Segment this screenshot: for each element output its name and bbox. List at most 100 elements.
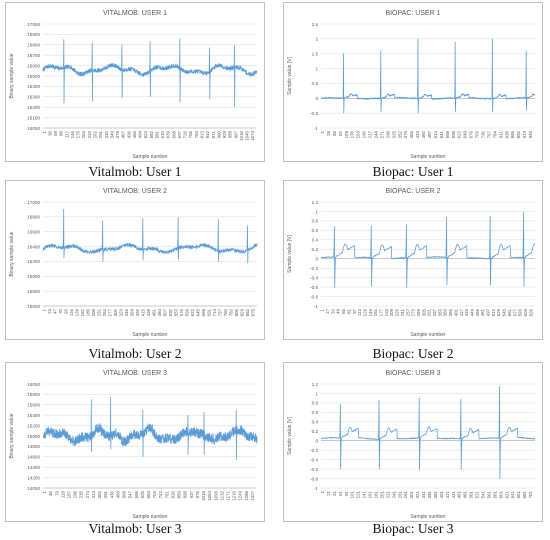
x-tick-label: 82 (338, 130, 343, 135)
x-tick-label: 392 (135, 308, 140, 316)
x-tick-label: 523 (143, 130, 148, 138)
y-tick-label: 17000 (27, 200, 40, 205)
y-tick-label: 1 (315, 66, 318, 71)
x-tick-label: 581 (492, 490, 497, 498)
y-tick-label: 16800 (27, 43, 40, 48)
y-tick-label: 15400 (27, 413, 40, 418)
x-tick-label: 1015 (201, 490, 206, 500)
y-tick-label: 16000 (27, 126, 40, 131)
x-tick-label: 484 (157, 308, 162, 316)
x-axis-label: Sample number (132, 154, 168, 160)
x-tick-label: 714 (212, 308, 217, 316)
x-tick-label: 645 (195, 308, 200, 316)
y-tick-label: -0.2 (310, 266, 318, 271)
y-tick-label: 0.8 (312, 219, 319, 224)
y-tick-label: -1 (314, 486, 319, 491)
y-tick-label: 16600 (27, 63, 40, 68)
y-tick-label: 0.2 (312, 429, 319, 434)
y-tick-label: 14200 (27, 475, 40, 480)
y-tick-label: 16600 (27, 230, 40, 235)
x-tick-label: 1249 (238, 490, 243, 500)
x-tick-label: 703 (152, 490, 157, 498)
x-tick-label: 871 (211, 130, 216, 138)
x-tick-label: 1 (320, 130, 325, 133)
caption-vitalmob-user1: Vitalmob: User 1 (88, 164, 182, 179)
x-tick-label: 273 (411, 308, 416, 316)
x-tick-label: 521 (475, 490, 480, 498)
x-tick-label: 175 (76, 130, 81, 138)
x-tick-label: 254 (102, 308, 107, 316)
x-tick-label: 441 (451, 490, 456, 498)
x-tick-label: 664 (146, 490, 151, 498)
x-tick-label: 217 (368, 130, 373, 138)
x-tick-label: 919 (522, 130, 527, 138)
x-tick-label: 742 (158, 490, 163, 498)
x-tick-label: 958 (228, 130, 233, 138)
x-tick-label: 121 (356, 490, 361, 498)
x-tick-label: 433 (464, 308, 469, 316)
series-line (42, 209, 258, 264)
x-tick-label: 586 (134, 490, 139, 498)
y-tick-label: 0.2 (312, 247, 319, 252)
x-tick-label: 244 (373, 130, 378, 138)
y-tick-label: 16000 (27, 382, 40, 387)
y-tick-label: 17000 (27, 22, 40, 27)
x-tick-label: 161 (368, 490, 373, 498)
x-tick-label: 487 (427, 130, 432, 138)
y-tick-label: -0.5 (310, 111, 318, 116)
x-tick-label: 41 (332, 490, 337, 495)
x-tick-label: 898 (183, 490, 188, 498)
chart-biopac-user3: BIOPAC: USER 3 1.2 1 0.8 0.6 0.4 0.2 0 -0.2 -0.4 -… (283, 362, 543, 522)
x-tick-label: 190 (362, 130, 367, 138)
y-tick-label: 15800 (27, 392, 40, 397)
x-tick-label: 88 (59, 130, 64, 135)
x-tick-label: 859 (177, 490, 182, 498)
x-tick-label: 784 (194, 130, 199, 138)
y-tick-label: -0.2 (310, 448, 318, 453)
x-tick-label: 241 (391, 490, 396, 498)
series-line (320, 212, 536, 289)
x-tick-label: 323 (119, 308, 124, 316)
x-tick-label: 281 (403, 490, 408, 498)
x-tick-label: 341 (421, 490, 426, 498)
y-tick-label: 16000 (27, 274, 40, 279)
chart-frame (5, 362, 265, 522)
y-tick-label: 16800 (27, 215, 40, 220)
x-tick-label: 1016 (239, 130, 244, 140)
x-tick-label: 576 (179, 308, 184, 316)
x-tick-label: 79 (54, 490, 59, 495)
x-tick-label: 161 (373, 308, 378, 316)
x-tick-label: 541 (439, 130, 444, 138)
x-tick-label: 497 (486, 308, 491, 316)
x-tick-label: 757 (486, 130, 491, 138)
y-tick-label: 1.5 (312, 52, 319, 57)
x-tick-label: 391 (103, 490, 108, 498)
x-tick-label: 668 (201, 308, 206, 316)
x-tick-label: 806 (234, 308, 239, 316)
y-tick-label: 0.8 (312, 401, 319, 406)
x-tick-label: 783 (228, 308, 233, 316)
x-tick-label: 30 (47, 130, 52, 135)
y-axis-label: Sample value [V] (287, 234, 293, 272)
x-tick-label: 55 (332, 130, 337, 135)
x-tick-label: 593 (518, 308, 523, 316)
x-tick-label: 668 (171, 130, 176, 138)
chart-title: BIOPAC: USER 3 (385, 370, 440, 377)
x-tick-label: 177 (379, 308, 384, 316)
x-tick-label: 541 (480, 490, 485, 498)
x-tick-label: 1 (320, 490, 325, 493)
x-tick-label: 433 (415, 130, 420, 138)
x-tick-label: 937 (189, 490, 194, 498)
y-tick-label: -0.4 (310, 275, 318, 280)
x-tick-label: 24 (47, 308, 52, 313)
x-tick-label: 289 (416, 308, 421, 316)
x-tick-label: 641 (510, 490, 515, 498)
x-tick-label: 352 (97, 490, 102, 498)
y-tick-label: 14600 (27, 455, 40, 460)
x-tick-label: 461 (457, 490, 462, 498)
x-tick-label: 465 (132, 130, 137, 138)
x-tick-label: 676 (469, 130, 474, 138)
x-tick-label: 481 (480, 308, 485, 316)
x-tick-label: 599 (184, 308, 189, 316)
y-tick-label: 16700 (27, 53, 40, 58)
